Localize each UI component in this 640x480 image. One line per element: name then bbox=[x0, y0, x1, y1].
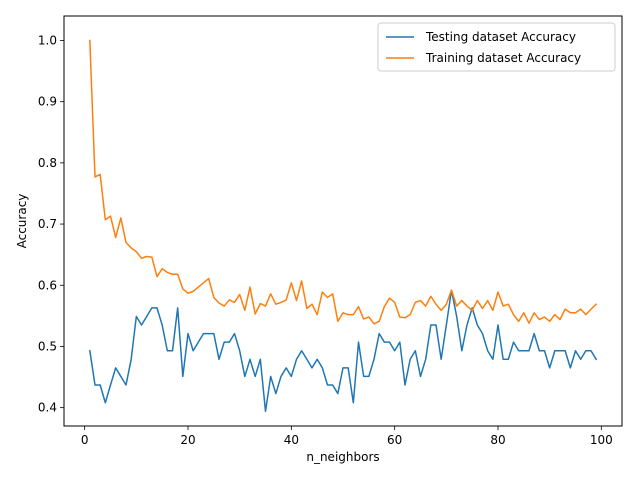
legend-box bbox=[377, 22, 616, 72]
x-tick-label: 40 bbox=[284, 433, 299, 447]
series-line-testing bbox=[88, 289, 598, 413]
legend-label: Training dataset Accuracy bbox=[425, 51, 581, 65]
y-tick-label: 1.0 bbox=[38, 33, 57, 47]
x-tick-label: 0 bbox=[81, 433, 89, 447]
x-tick-label: 20 bbox=[180, 433, 195, 447]
x-tick-label: 80 bbox=[490, 433, 505, 447]
plot-frame bbox=[63, 15, 623, 427]
series-line-training bbox=[89, 39, 598, 325]
y-tick-label: 0.4 bbox=[38, 401, 57, 415]
y-tick-label: 0.5 bbox=[38, 339, 57, 353]
legend: Testing dataset Accuracy Training dataset… bbox=[377, 22, 616, 72]
x-axis-label: n_neighbors bbox=[306, 450, 379, 464]
y-axis-label: Accuracy bbox=[15, 194, 29, 249]
legend-label: Testing dataset Accuracy bbox=[425, 30, 576, 44]
y-tick-label: 0.7 bbox=[38, 217, 57, 231]
y-tick-label: 0.6 bbox=[38, 278, 57, 292]
x-axis: 0 20 40 60 80 100 bbox=[81, 426, 613, 447]
x-tick-label: 60 bbox=[387, 433, 402, 447]
x-tick-label: 100 bbox=[590, 433, 613, 447]
y-tick-label: 0.8 bbox=[38, 156, 57, 170]
series-layer bbox=[88, 39, 598, 413]
y-axis: 0.4 0.5 0.6 0.7 0.8 0.9 1.0 bbox=[38, 33, 64, 415]
y-tick-label: 0.9 bbox=[38, 95, 57, 109]
